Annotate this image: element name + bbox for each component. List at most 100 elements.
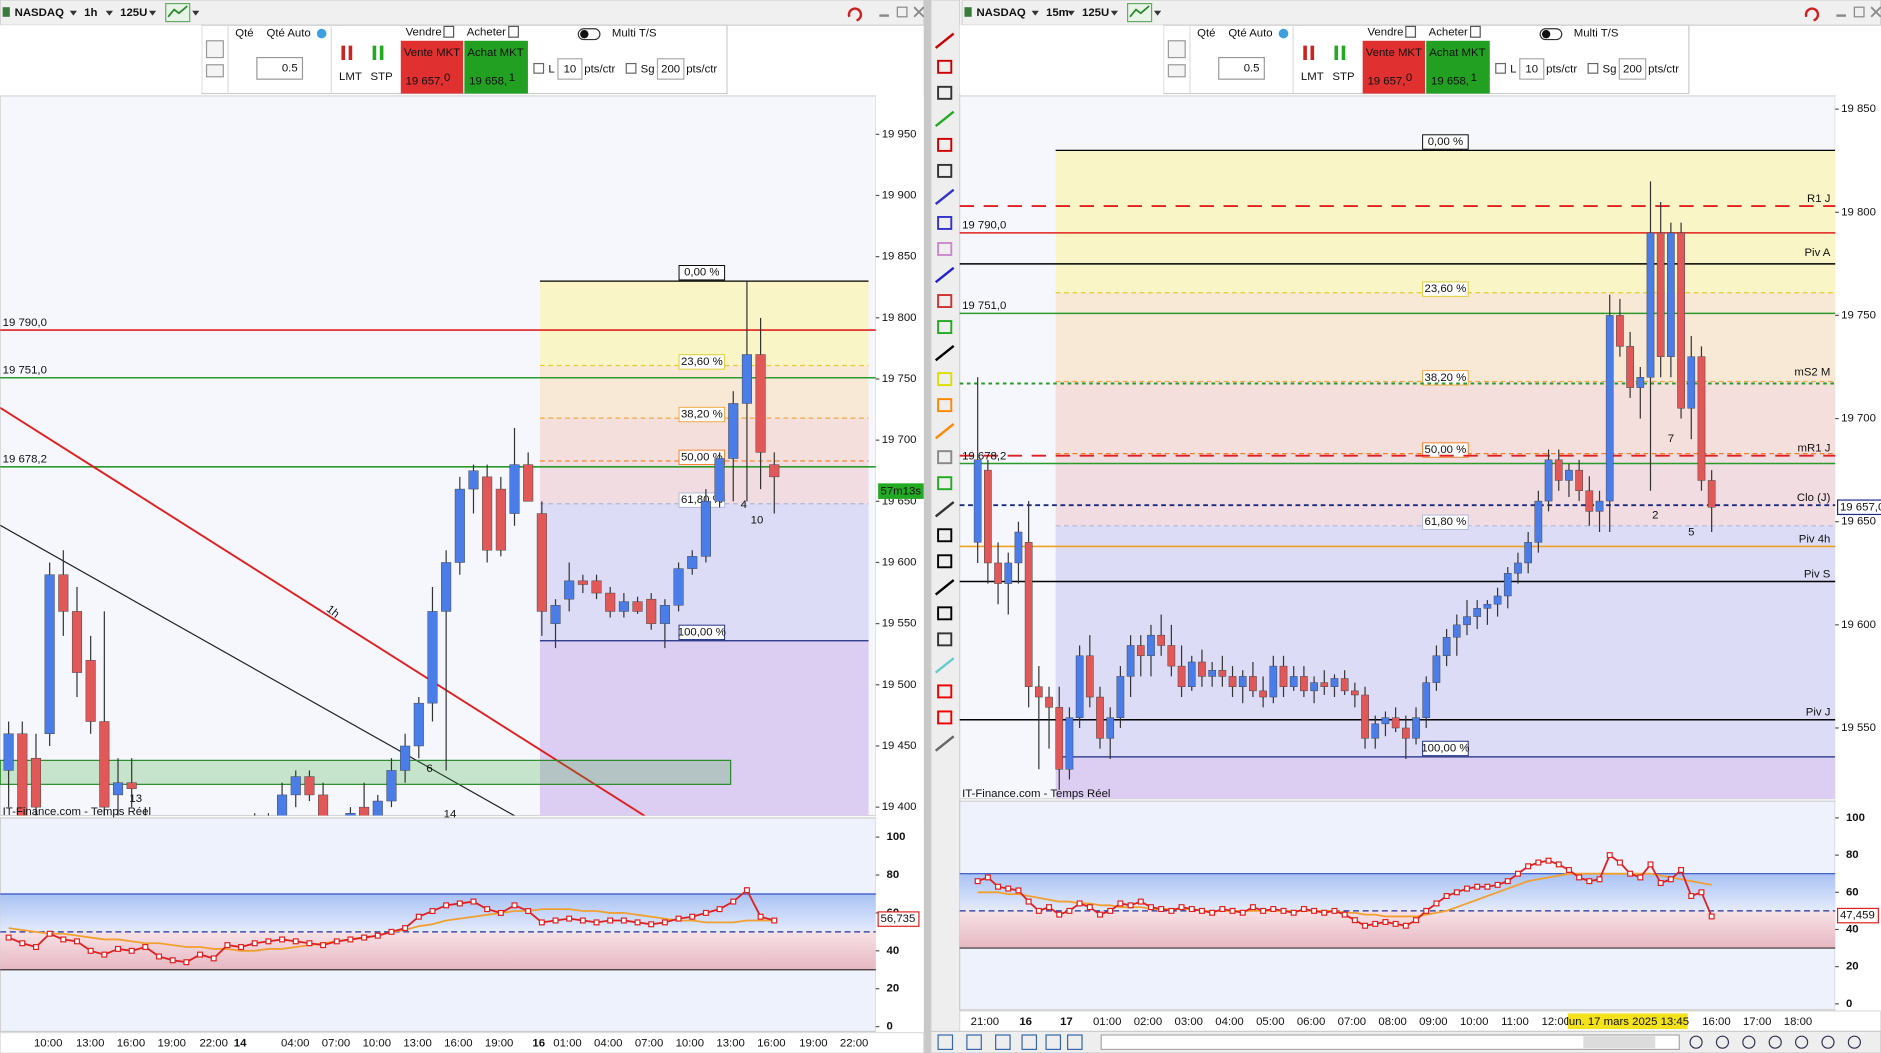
sg-input[interactable] bbox=[656, 58, 685, 80]
info-bubble[interactable] bbox=[316, 28, 327, 39]
tool-icon[interactable] bbox=[937, 450, 953, 465]
dropdown-arrow[interactable] bbox=[1153, 10, 1162, 16]
tool-icon[interactable] bbox=[1045, 1034, 1062, 1051]
tool-icon[interactable] bbox=[937, 85, 953, 100]
tool-icon[interactable] bbox=[937, 632, 953, 647]
qty-input[interactable] bbox=[1218, 56, 1265, 80]
tool-icon[interactable] bbox=[934, 501, 955, 518]
candle-body bbox=[1157, 634, 1166, 646]
tool-icon[interactable] bbox=[934, 423, 955, 440]
l-input[interactable] bbox=[557, 58, 583, 80]
dropdown-arrow[interactable] bbox=[1067, 10, 1075, 16]
dropdown-arrow[interactable] bbox=[69, 10, 77, 16]
minimize-button[interactable] bbox=[879, 14, 889, 17]
tool-icon[interactable] bbox=[937, 528, 953, 543]
info-bubble[interactable] bbox=[1278, 28, 1289, 39]
buy-button[interactable] bbox=[464, 40, 528, 94]
dropdown-arrow[interactable] bbox=[1110, 10, 1118, 16]
candle-body bbox=[3, 733, 14, 771]
nav-icon[interactable] bbox=[1821, 1035, 1835, 1049]
l-input[interactable] bbox=[1519, 58, 1545, 80]
tool-icon[interactable] bbox=[934, 579, 955, 596]
tool-icon[interactable] bbox=[937, 372, 953, 387]
sg-input[interactable] bbox=[1618, 58, 1647, 80]
lmt-icon[interactable] bbox=[1303, 45, 1315, 60]
sell-button[interactable] bbox=[1362, 40, 1426, 94]
qty-input[interactable] bbox=[256, 56, 304, 80]
dropdown-arrow[interactable] bbox=[192, 10, 200, 16]
refresh-button[interactable] bbox=[1804, 7, 1820, 22]
tool-icon[interactable] bbox=[1067, 1034, 1083, 1051]
refresh-button[interactable] bbox=[847, 7, 863, 22]
scroll-thumb[interactable] bbox=[1583, 1036, 1656, 1049]
tool-icon[interactable] bbox=[934, 266, 955, 284]
tool-icon[interactable] bbox=[934, 735, 955, 752]
candle-body bbox=[632, 601, 643, 612]
dropdown-arrow[interactable] bbox=[148, 10, 157, 16]
tool-icon[interactable] bbox=[937, 137, 953, 152]
tool-icon[interactable] bbox=[934, 110, 955, 127]
tool-icon[interactable] bbox=[937, 710, 953, 725]
nav-icon[interactable] bbox=[1689, 1035, 1703, 1049]
tool-icon[interactable] bbox=[937, 1034, 954, 1051]
rsi-point bbox=[1188, 906, 1195, 913]
dropdown-arrow[interactable] bbox=[1031, 10, 1039, 16]
nav-icon[interactable] bbox=[1795, 1035, 1809, 1049]
rsi-point bbox=[1035, 907, 1042, 914]
tool-icon[interactable] bbox=[937, 59, 953, 74]
minimize-button[interactable] bbox=[1836, 14, 1846, 17]
sell-button[interactable] bbox=[400, 40, 464, 94]
checkbox[interactable] bbox=[1495, 62, 1506, 74]
close-button[interactable] bbox=[913, 6, 925, 18]
tool-icon[interactable] bbox=[937, 684, 953, 699]
rsi-last: 47,459 bbox=[1840, 910, 1875, 922]
tool-icon[interactable] bbox=[934, 657, 955, 674]
checkbox[interactable] bbox=[1587, 62, 1599, 74]
keyboard-button[interactable] bbox=[205, 64, 224, 78]
tool-icon[interactable] bbox=[937, 554, 953, 569]
candle-body bbox=[1514, 562, 1522, 574]
tool-icon[interactable] bbox=[966, 1034, 982, 1051]
rsi-point bbox=[60, 936, 67, 943]
checkbox[interactable] bbox=[533, 62, 545, 74]
tool-icon[interactable] bbox=[937, 294, 953, 308]
rsi-point bbox=[1015, 887, 1022, 894]
tool-icon[interactable] bbox=[934, 344, 955, 362]
nav-icon[interactable] bbox=[1847, 1035, 1861, 1049]
tool-icon[interactable] bbox=[995, 1034, 1011, 1051]
trendline bbox=[0, 406, 646, 816]
x-tick-label: 10:00 bbox=[34, 1037, 62, 1049]
tool-icon[interactable] bbox=[934, 32, 955, 49]
rsi-point bbox=[347, 936, 354, 943]
buy-button[interactable] bbox=[1426, 40, 1490, 94]
checkbox[interactable] bbox=[625, 62, 637, 74]
dropdown-arrow[interactable] bbox=[105, 10, 113, 16]
tool-icon[interactable] bbox=[937, 163, 953, 178]
tool-icon[interactable] bbox=[934, 188, 955, 206]
candle-body bbox=[714, 458, 725, 502]
tool-icon[interactable] bbox=[937, 606, 953, 621]
candle-body bbox=[1228, 676, 1237, 687]
tool-icon[interactable] bbox=[1021, 1034, 1038, 1051]
nav-icon[interactable] bbox=[1715, 1035, 1730, 1049]
close-button[interactable] bbox=[1870, 6, 1881, 18]
maximize-button[interactable] bbox=[896, 6, 908, 18]
stp-icon[interactable] bbox=[372, 45, 384, 60]
nav-icon[interactable] bbox=[1742, 1035, 1756, 1049]
nav-icon[interactable] bbox=[1768, 1035, 1782, 1049]
tool-icon[interactable] bbox=[937, 242, 953, 256]
tool-icon[interactable] bbox=[937, 476, 953, 491]
tool-icon[interactable] bbox=[937, 320, 953, 335]
settings-button[interactable] bbox=[205, 40, 224, 59]
rsi-band-lower bbox=[0, 931, 876, 970]
level-label: 19 751,0 bbox=[3, 365, 47, 377]
maximize-button[interactable] bbox=[1853, 6, 1865, 18]
scrollbar[interactable] bbox=[1100, 1034, 1680, 1051]
tool-icon[interactable] bbox=[937, 398, 953, 413]
stp-icon[interactable] bbox=[1334, 45, 1346, 60]
settings-button[interactable] bbox=[1167, 40, 1186, 59]
keyboard-button[interactable] bbox=[1167, 64, 1186, 78]
lmt-icon[interactable] bbox=[341, 45, 353, 60]
candle-body bbox=[359, 806, 370, 816]
tool-icon[interactable] bbox=[937, 215, 953, 230]
